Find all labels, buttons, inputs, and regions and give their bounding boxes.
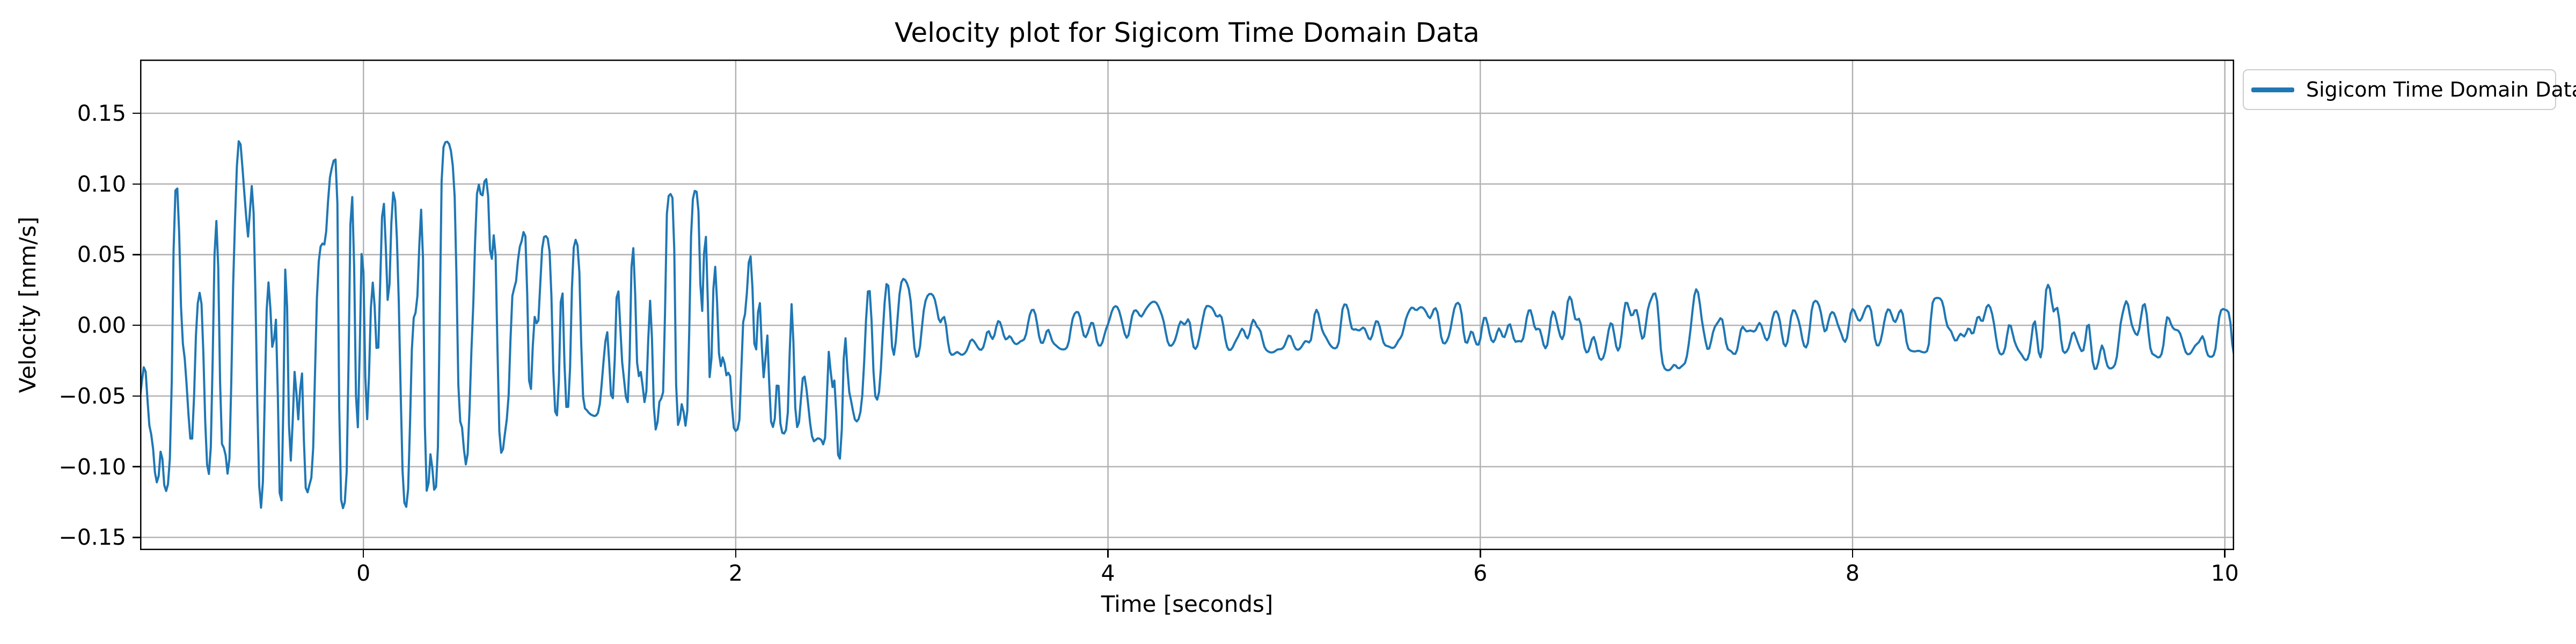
x-tick-label: 6: [1473, 560, 1488, 586]
y-tick-label: 0.00: [77, 312, 126, 339]
x-tick-label: 0: [356, 560, 371, 586]
y-tick-label: −0.10: [58, 453, 126, 480]
y-tick-mark: [133, 112, 140, 114]
legend: Sigicom Time Domain Data: [2243, 69, 2576, 110]
chart-title: Velocity plot for Sigicom Time Domain Da…: [895, 17, 1480, 48]
x-tick-mark: [362, 550, 364, 558]
plot-canvas: [140, 60, 2234, 550]
y-tick-label: −0.15: [58, 524, 126, 551]
legend-label: Sigicom Time Domain Data: [2306, 78, 2576, 101]
y-tick-mark: [133, 324, 140, 326]
x-tick-label: 10: [2211, 560, 2239, 586]
y-tick-label: 0.15: [77, 100, 126, 127]
y-tick-mark: [133, 395, 140, 397]
x-tick-mark: [1851, 550, 1854, 558]
plot-area: [140, 60, 2234, 550]
x-axis-label: Time [seconds]: [1101, 591, 1274, 617]
y-tick-mark: [133, 183, 140, 185]
x-tick-label: 2: [728, 560, 743, 586]
x-tick-mark: [1480, 550, 1481, 558]
y-tick-label: −0.05: [58, 383, 126, 409]
x-tick-label: 4: [1101, 560, 1115, 586]
x-tick-mark: [1107, 550, 1109, 558]
x-tick-label: 8: [1845, 560, 1860, 586]
y-tick-mark: [133, 466, 140, 467]
y-tick-label: 0.05: [77, 241, 126, 268]
x-tick-mark: [735, 550, 737, 558]
y-tick-mark: [133, 254, 140, 255]
legend-line-swatch: [2251, 87, 2294, 92]
y-tick-mark: [133, 537, 140, 538]
y-tick-label: 0.10: [77, 171, 126, 197]
x-tick-mark: [2224, 550, 2226, 558]
